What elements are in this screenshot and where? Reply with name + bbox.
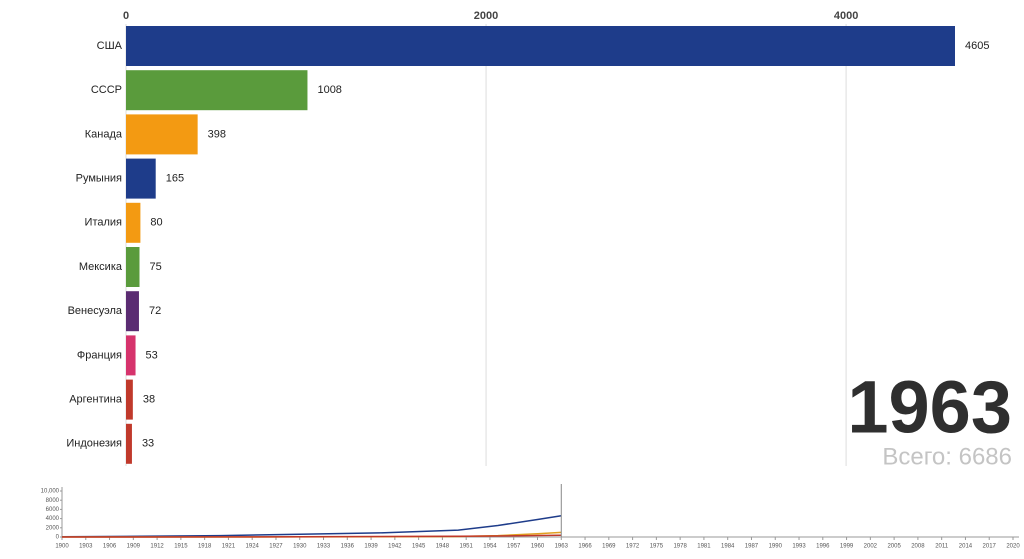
x-tick-label: 1921: [222, 544, 236, 550]
x-tick-label: 1927: [269, 544, 283, 550]
x-tick-label: 1960: [531, 544, 545, 550]
x-tick-label: 2017: [983, 544, 997, 550]
category-label: Италия: [85, 217, 123, 229]
x-tick-label: 1999: [840, 544, 854, 550]
x-tick-label: 1954: [483, 544, 497, 550]
x-tick-label: 1939: [364, 544, 378, 550]
x-tick-label: 1975: [650, 544, 664, 550]
category-label: США: [97, 40, 123, 52]
bar: [126, 70, 308, 111]
x-tick-label: 1981: [697, 544, 711, 550]
x-tick-label: 1903: [79, 544, 93, 550]
value-label: 75: [150, 261, 162, 273]
x-tick-label: 2008: [911, 544, 925, 550]
x-tick-label: 1972: [626, 544, 640, 550]
x-tick-label: 1966: [578, 544, 592, 550]
x-tick-label: 1993: [792, 544, 806, 550]
category-label: Аргентина: [69, 394, 123, 406]
x-tick-label: 1900: [55, 544, 69, 550]
x-tick-label: 1912: [150, 544, 164, 550]
category-label: Румыния: [76, 173, 122, 185]
x-tick-label: 1936: [341, 544, 355, 550]
x-tick-label: 1924: [246, 544, 260, 550]
x-tick-label: 4000: [834, 10, 858, 22]
x-tick-label: 1942: [388, 544, 402, 550]
x-tick-label: 2005: [887, 544, 901, 550]
x-tick-label: 1984: [721, 544, 735, 550]
y-tick-label: 10,000: [41, 489, 60, 495]
value-label: 33: [142, 438, 154, 450]
x-tick-label: 1906: [103, 544, 117, 550]
bar: [126, 291, 139, 332]
x-tick-label: 1909: [127, 544, 141, 550]
category-label: Канада: [85, 128, 123, 140]
bar: [126, 423, 132, 464]
y-tick-label: 0: [56, 535, 60, 541]
value-label: 1008: [317, 84, 341, 96]
x-tick-label: 1930: [293, 544, 307, 550]
series-line: [62, 534, 562, 538]
bar: [126, 26, 955, 66]
x-tick-label: 1918: [198, 544, 212, 550]
x-tick-label: 2002: [864, 544, 878, 550]
series-line: [61, 515, 562, 538]
x-tick-label: 1945: [412, 544, 426, 550]
bar: [126, 247, 140, 287]
value-label: 80: [150, 217, 162, 229]
value-label: 165: [166, 173, 184, 185]
x-tick-label: 1933: [317, 544, 331, 550]
x-tick-label: 1987: [745, 544, 759, 550]
category-label: СССР: [91, 84, 122, 96]
x-tick-label: 1969: [602, 544, 616, 550]
value-label: 398: [208, 128, 226, 140]
x-tick-label: 1963: [555, 544, 569, 550]
category-label: Венесуэла: [68, 305, 123, 317]
total-label: Всего: 6686: [882, 443, 1012, 470]
bar: [126, 379, 133, 420]
y-tick-label: 2000: [46, 525, 60, 531]
x-tick-label: 1996: [816, 544, 830, 550]
value-label: 53: [146, 349, 158, 361]
category-label: Франция: [77, 349, 122, 361]
bar: [126, 335, 136, 376]
value-label: 38: [143, 394, 155, 406]
x-tick-label: 1978: [673, 544, 687, 550]
value-label: 4605: [965, 40, 989, 52]
bar: [126, 202, 141, 243]
x-tick-label: 1948: [436, 544, 450, 550]
x-tick-label: 2014: [959, 544, 973, 550]
value-label: 72: [149, 305, 161, 317]
category-label: Мексика: [79, 261, 123, 273]
category-label: Индонезия: [66, 438, 122, 450]
x-tick-label: 1957: [507, 544, 521, 550]
bar: [126, 114, 198, 155]
year-label: 1963: [847, 366, 1012, 449]
x-tick-label: 1951: [459, 544, 473, 550]
y-tick-label: 6000: [46, 507, 60, 513]
x-tick-label: 0: [123, 10, 129, 22]
x-tick-label: 1915: [174, 544, 188, 550]
x-tick-label: 2020: [1006, 544, 1020, 550]
y-tick-label: 8000: [46, 498, 60, 504]
y-tick-label: 4000: [46, 516, 60, 522]
bar: [126, 158, 156, 199]
x-tick-label: 1990: [769, 544, 783, 550]
x-tick-label: 2000: [474, 10, 498, 22]
x-tick-label: 2011: [935, 544, 949, 550]
